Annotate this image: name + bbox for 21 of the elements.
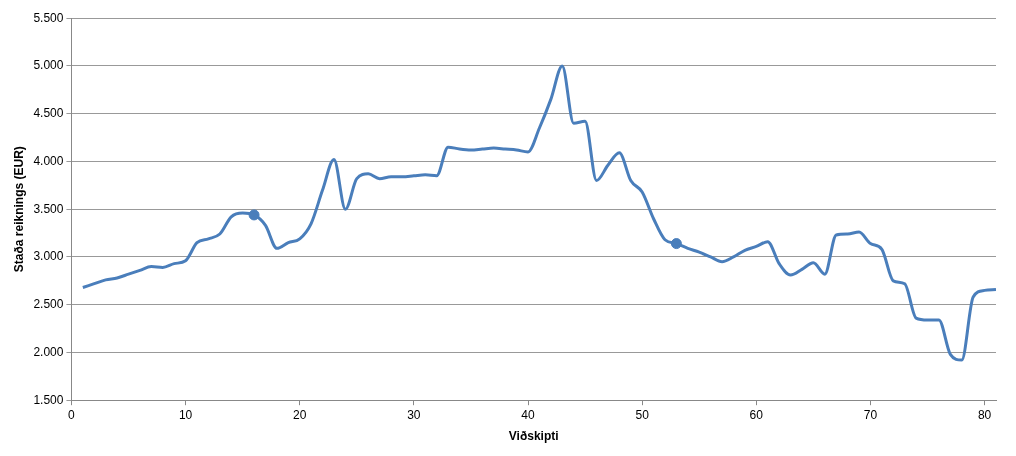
y-tick-label: 4.500 [33, 106, 64, 121]
y-axis-title: Staða reiknings (EUR) [11, 146, 26, 273]
x-tick-label: 80 [977, 407, 992, 422]
y-tick-label: 3.000 [33, 249, 64, 264]
x-tick-label: 20 [293, 407, 307, 422]
x-tick-label: 30 [407, 407, 421, 422]
y-tick-label: 5.000 [33, 58, 64, 73]
x-tick-label: 60 [749, 407, 764, 422]
x-axis-title: Viðskipti [508, 429, 559, 444]
y-tick-label: 2.500 [33, 297, 64, 312]
y-tick-label: 4.000 [33, 153, 64, 168]
x-tick-label: 40 [521, 407, 535, 422]
y-tick-label: 5.500 [33, 10, 64, 25]
y-tick-label: 2.000 [33, 344, 64, 359]
x-tick-label: 70 [863, 407, 878, 422]
x-tick-label: 10 [178, 407, 193, 422]
y-tick-label: 1.500 [33, 392, 64, 407]
line-series [81, 64, 996, 362]
x-tick-label: 50 [635, 407, 650, 422]
y-tick-label: 3.500 [33, 201, 64, 216]
x-tick-label: 0 [68, 407, 76, 422]
